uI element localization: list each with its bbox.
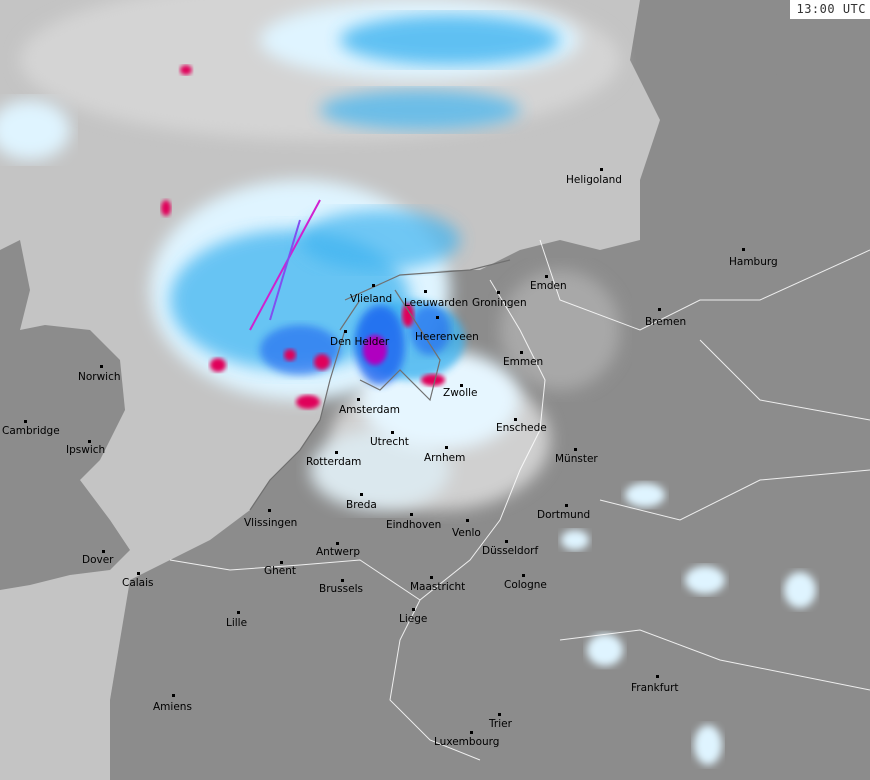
borders <box>169 239 870 761</box>
city-label: Dortmund <box>537 509 591 521</box>
city-label: Maastricht <box>410 581 466 593</box>
city-label: Hamburg <box>729 256 778 268</box>
land-denmark <box>700 0 870 110</box>
city-dot <box>656 675 659 678</box>
light-area <box>310 430 450 510</box>
city-dot <box>498 713 501 716</box>
city-dot <box>137 572 140 575</box>
city-label: Trier <box>489 718 512 730</box>
city-label: Dover <box>82 554 114 566</box>
city-label: Vlieland <box>350 293 393 305</box>
city-dot <box>424 290 427 293</box>
city-dot <box>102 550 105 553</box>
city-label: Enschede <box>496 422 547 434</box>
city-label: Calais <box>122 577 154 589</box>
city-label: Venlo <box>452 527 481 539</box>
city-dot <box>514 418 517 421</box>
city-dot <box>470 731 473 734</box>
timestamp-label: 13:00 UTC <box>790 0 870 19</box>
city-label: Utrecht <box>370 436 409 448</box>
city-dot <box>574 448 577 451</box>
coastline <box>249 259 511 511</box>
city-label: Breda <box>346 499 377 511</box>
city-dot <box>460 384 463 387</box>
city-dot <box>341 579 344 582</box>
city-dot <box>430 576 433 579</box>
precipitation <box>0 0 816 765</box>
city-label: Norwich <box>78 371 121 383</box>
city-label: Bremen <box>645 316 687 328</box>
city-label: Düsseldorf <box>482 545 539 557</box>
city-label: Arnhem <box>424 452 466 464</box>
city-dot <box>372 284 375 287</box>
city-dot <box>445 446 448 449</box>
city-dot <box>336 542 339 545</box>
city-dot <box>360 493 363 496</box>
city-label: Rotterdam <box>306 456 362 468</box>
city-dot <box>100 365 103 368</box>
city-label: Den Helder <box>330 336 390 348</box>
city-dot <box>88 440 91 443</box>
city-dot <box>600 168 603 171</box>
city-label: Eindhoven <box>386 519 442 531</box>
city-dot <box>391 431 394 434</box>
city-dot <box>466 519 469 522</box>
gray-area <box>500 270 620 390</box>
city-dot <box>344 330 347 333</box>
city-dot <box>268 509 271 512</box>
city-label: Ipswich <box>66 444 106 456</box>
city-label: Liege <box>399 613 428 625</box>
city-dot <box>280 561 283 564</box>
city-label: Amsterdam <box>339 404 400 416</box>
city-dot <box>658 308 661 311</box>
city-label: Amiens <box>153 701 192 713</box>
city-dot <box>436 316 439 319</box>
city-label: Münster <box>555 453 598 465</box>
city-dot <box>335 451 338 454</box>
land-uk <box>0 240 130 590</box>
city-dot <box>520 351 523 354</box>
city-dot <box>357 398 360 401</box>
city-dot <box>545 275 548 278</box>
city-dot <box>412 608 415 611</box>
city-dot <box>24 420 27 423</box>
city-label: Heligoland <box>566 174 622 186</box>
city-label: Leeuwarden <box>404 297 469 309</box>
city-label: Cologne <box>504 579 547 591</box>
city-label: Emden <box>530 280 567 292</box>
city-label: Lille <box>226 617 248 629</box>
city-dot <box>505 540 508 543</box>
city-dot <box>172 694 175 697</box>
city-dot <box>565 504 568 507</box>
city-dot <box>410 513 413 516</box>
city-label: Cambridge <box>2 425 60 437</box>
city-label: Brussels <box>319 583 363 595</box>
city-dot <box>497 291 500 294</box>
city-dot <box>237 611 240 614</box>
city-label: Ghent <box>264 565 297 577</box>
city-label: Zwolle <box>443 387 478 399</box>
city-label: Frankfurt <box>631 682 679 694</box>
city-label: Vlissingen <box>244 517 298 529</box>
city-label: Luxembourg <box>434 736 500 748</box>
city-dot <box>742 248 745 251</box>
city-label: Heerenveen <box>415 331 479 343</box>
city-label: Groningen <box>472 297 527 309</box>
city-label: Antwerp <box>316 546 360 558</box>
city-dot <box>522 574 525 577</box>
city-label: Emmen <box>503 356 544 368</box>
